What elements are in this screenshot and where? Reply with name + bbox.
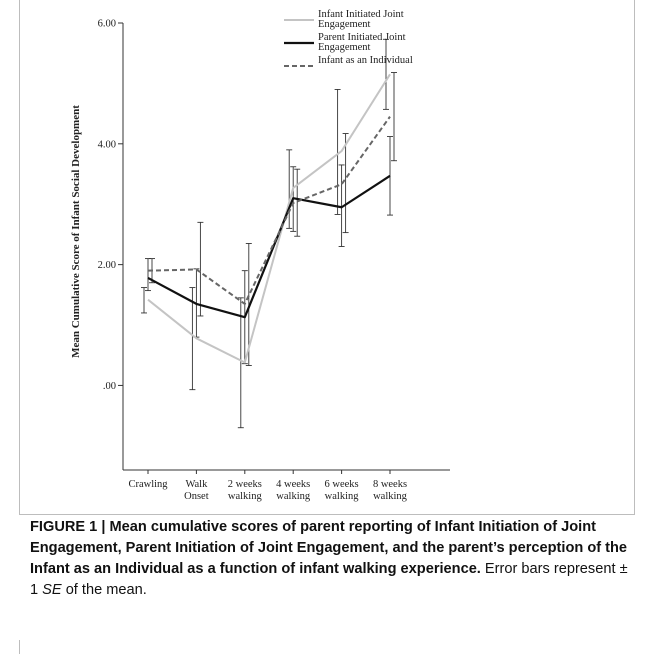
series-line-1 xyxy=(147,174,391,319)
x-tick-label-3-1: walking xyxy=(276,491,311,502)
figure-caption: FIGURE 1 | Mean cumulative scores of par… xyxy=(30,517,630,601)
series-line-2 xyxy=(147,116,391,305)
x-tick-label-4-1: walking xyxy=(325,491,360,502)
x-tick-label-0-0: Crawling xyxy=(128,479,168,490)
series-2 xyxy=(149,72,397,366)
series-1 xyxy=(145,136,393,365)
figure-frame: .00 2.00 4.00 6.00 Crawling Walk Onset 2 weeks… xyxy=(19,0,635,515)
x-tick-label-3-0: 4 weeks xyxy=(276,479,310,490)
x-tick-label-2-1: walking xyxy=(228,491,263,502)
y-tick-label-3: 6.00 xyxy=(98,19,116,30)
caption-text-2: of the mean. xyxy=(61,582,147,598)
x-tick-label-5-1: walking xyxy=(373,491,408,502)
y-tick-label-2: 4.00 xyxy=(98,139,116,150)
caption-se: SE xyxy=(42,582,62,598)
series-layer xyxy=(141,38,397,429)
series-0 xyxy=(141,38,389,429)
x-tick-label-2-0: 2 weeks xyxy=(228,479,262,490)
caption-rule xyxy=(19,640,20,654)
y-axis-label: Mean Cumulative Score of Infant Social D… xyxy=(70,105,82,358)
legend-label-0-1: Engagement xyxy=(318,19,371,30)
y-tick-label-0: .00 xyxy=(103,381,116,392)
legend-label-2-0: Infant as an Individual xyxy=(318,55,413,66)
legend-label-0-0: Infant Initiated Joint xyxy=(318,9,404,20)
series-line-0 xyxy=(147,73,391,364)
legend-label-1-0: Parent Initiated Joint xyxy=(318,32,406,43)
x-tick-label-5-0: 8 weeks xyxy=(373,479,407,490)
x-tick-label-4-0: 6 weeks xyxy=(325,479,359,490)
x-tick-label-1-0: Walk xyxy=(185,479,208,490)
axes xyxy=(122,23,450,471)
caption-text-1: Error bars represent ± 1 xyxy=(30,561,628,598)
legend-label-1-1: Engagement xyxy=(318,42,371,53)
y-tick-label-1: 2.00 xyxy=(98,260,116,271)
x-tick-label-1-1: Onset xyxy=(184,491,209,502)
y-ticks: .00 2.00 4.00 6.00 xyxy=(98,19,123,392)
caption-bold: FIGURE 1 | Mean cumulative scores of par… xyxy=(30,519,628,577)
